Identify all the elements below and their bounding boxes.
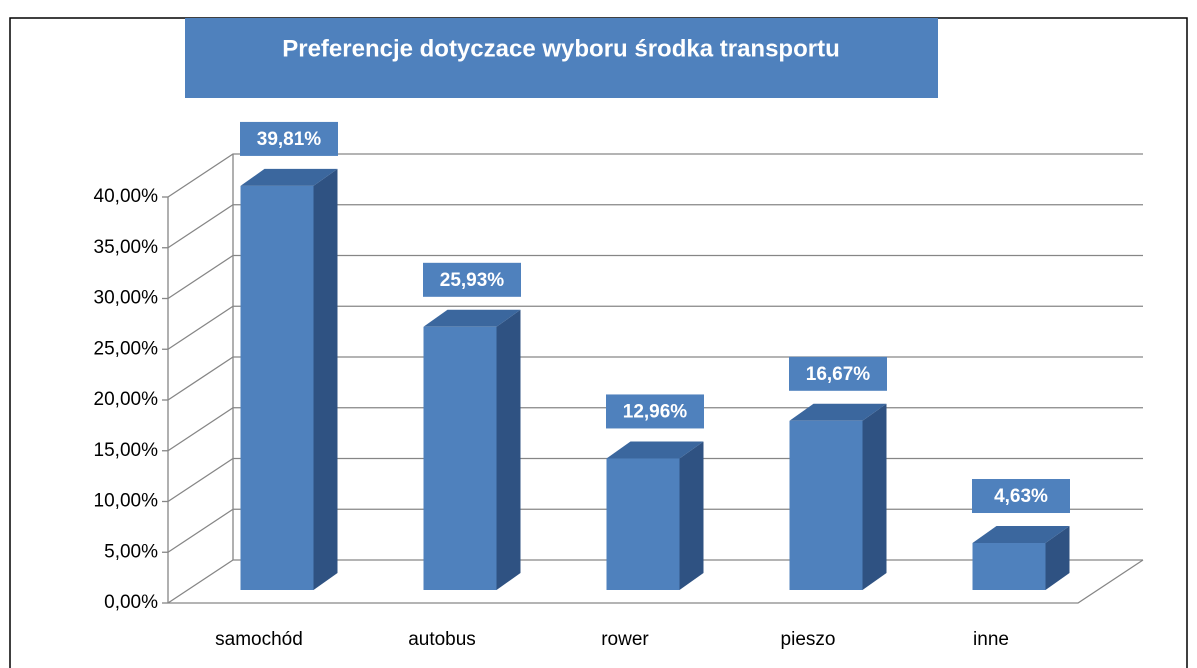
bar-top [972, 526, 1070, 544]
value-label-box [606, 394, 704, 429]
bar-side [862, 403, 887, 590]
bar [423, 326, 497, 590]
x-tick-label: autobus [408, 629, 476, 650]
y-tick-label: 40,00% [94, 186, 159, 207]
y-tick-label: 5,00% [104, 541, 158, 562]
bar [606, 458, 680, 590]
bar-side [313, 168, 338, 590]
y-tick-label: 30,00% [94, 288, 159, 309]
bar-side [496, 309, 521, 590]
y-tick-label: 35,00% [94, 237, 159, 258]
y-tick-label: 25,00% [94, 338, 159, 359]
grid-line [167, 204, 1143, 249]
bar-top [240, 168, 338, 186]
bar-top [606, 441, 704, 459]
chart-title: Preferencje dotyczace wyboru środka tran… [282, 35, 840, 62]
bar [972, 543, 1046, 590]
value-label: 39,81% [257, 129, 322, 150]
value-label-box [240, 121, 338, 156]
x-tick-label: inne [973, 629, 1009, 650]
y-tick-label: 15,00% [94, 440, 159, 461]
y-tick-label: 20,00% [94, 389, 159, 410]
value-label-box [789, 356, 887, 391]
x-tick-label: samochód [215, 629, 303, 650]
bar [789, 420, 863, 590]
value-label-box [972, 479, 1070, 514]
x-tick-label: pieszo [781, 629, 836, 650]
y-tick-label: 0,00% [104, 592, 158, 613]
grid-line [167, 153, 1143, 198]
value-label-box [423, 262, 521, 297]
bar [240, 185, 314, 590]
value-label: 12,96% [623, 401, 688, 422]
bar-side [679, 441, 704, 590]
y-tick-label: 10,00% [94, 491, 159, 512]
floor [168, 559, 1144, 604]
bar-top [423, 309, 521, 327]
title-box [185, 18, 938, 98]
value-label: 25,93% [440, 270, 505, 291]
value-label: 4,63% [994, 486, 1048, 507]
x-tick-label: rower [601, 629, 649, 650]
grid-line [167, 254, 1143, 300]
value-label: 16,67% [806, 364, 871, 385]
grid-line [167, 305, 1143, 350]
bar-side [1045, 526, 1070, 590]
bar-top [789, 403, 887, 421]
